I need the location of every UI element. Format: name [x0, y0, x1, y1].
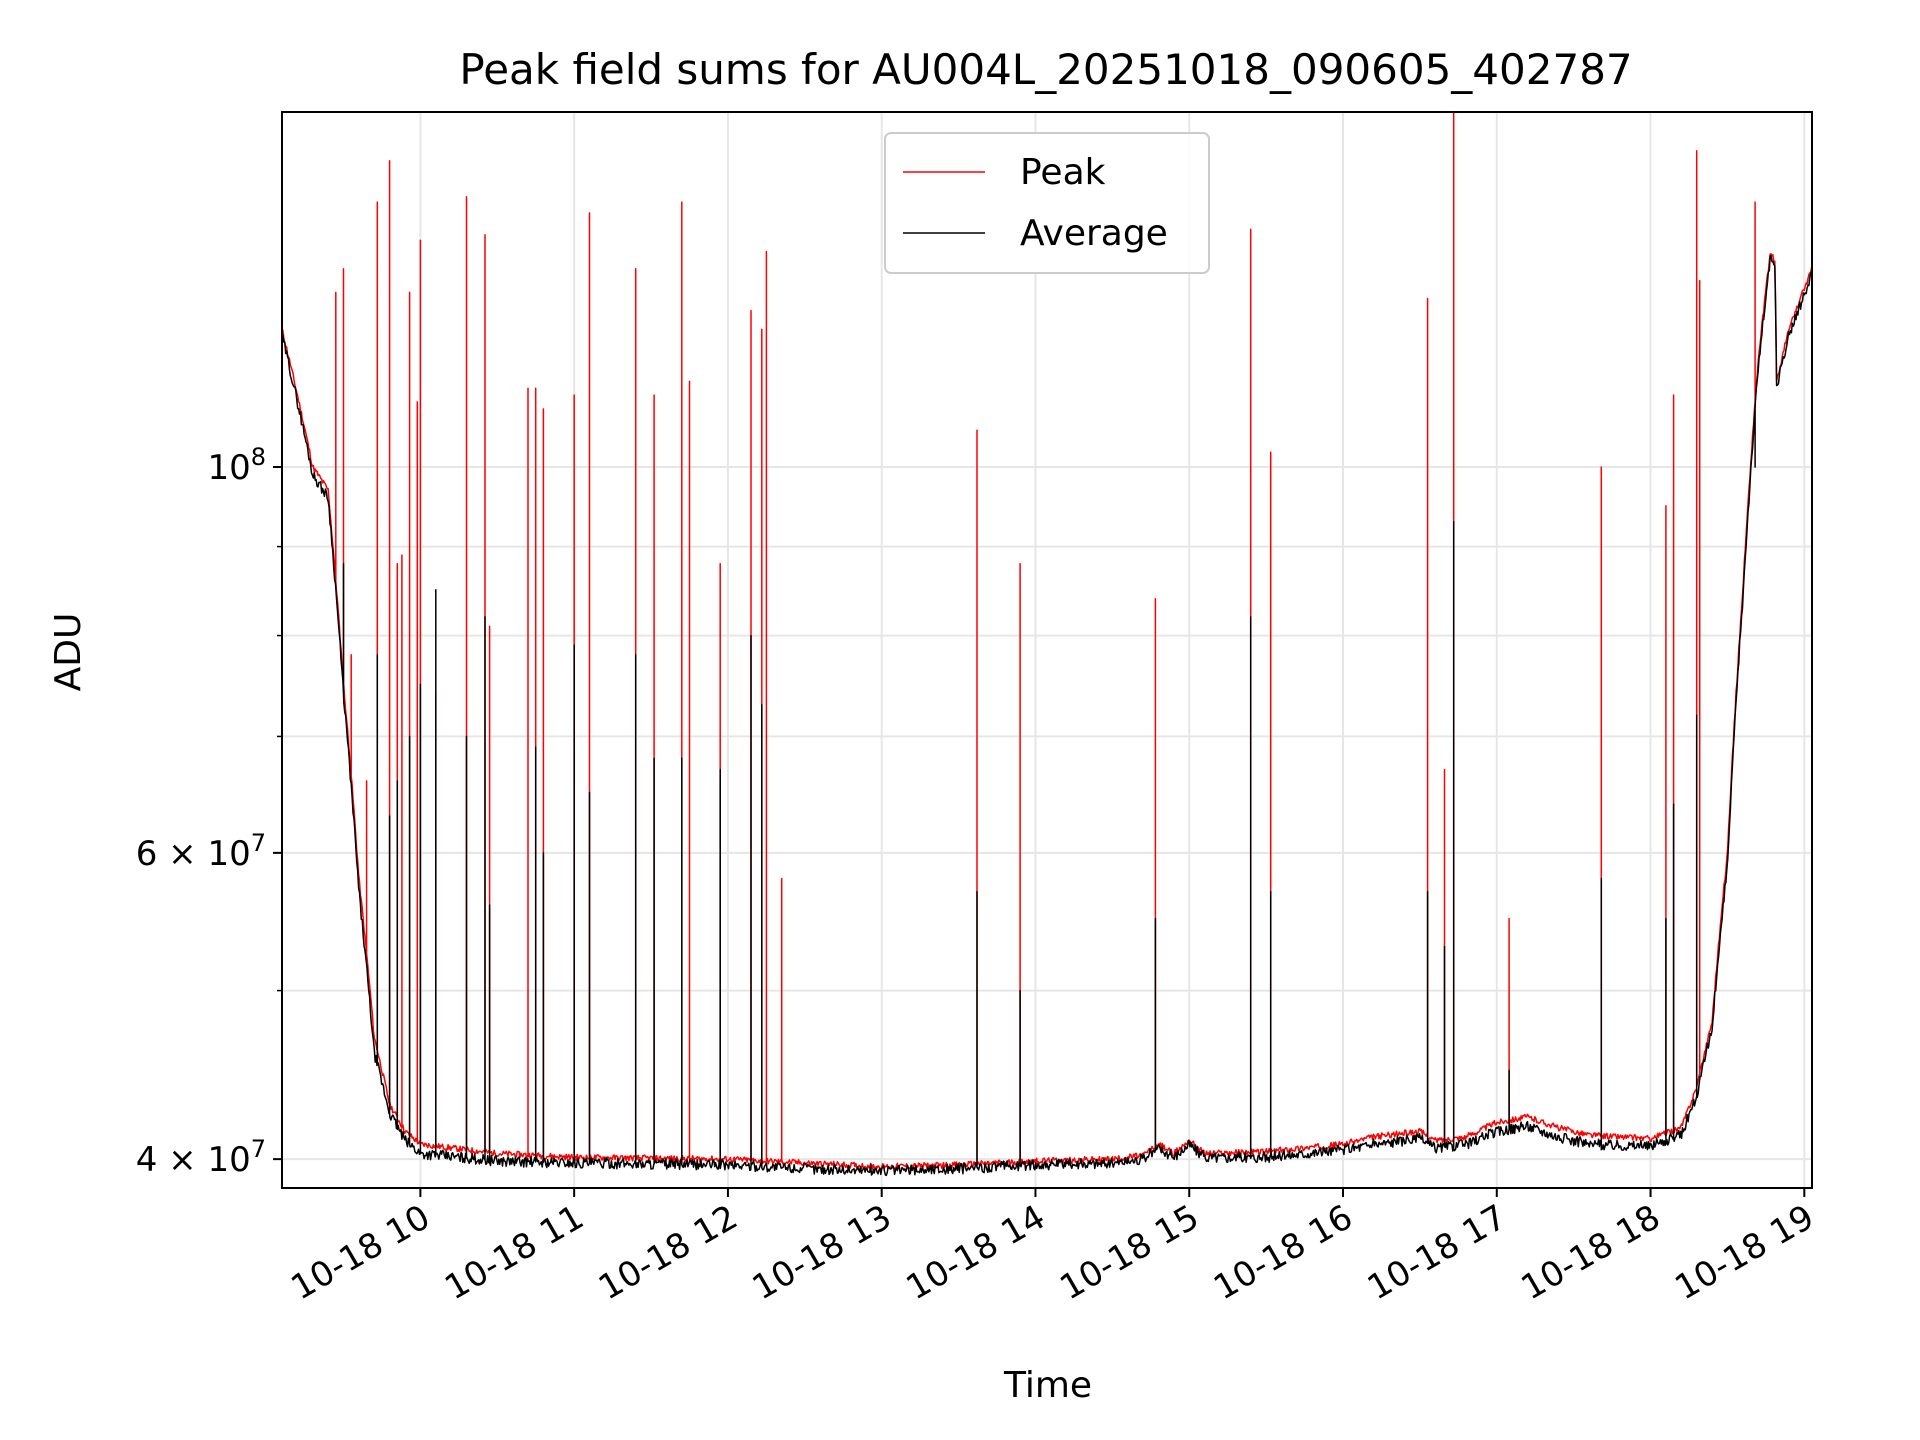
legend: Peak Average: [884, 132, 1210, 274]
y-axis-label: ADU: [48, 613, 89, 692]
y-tick-exponent: 8: [251, 443, 266, 471]
legend-average-label: Average: [1020, 213, 1168, 254]
legend-box: [884, 132, 1210, 274]
series-average: [281, 255, 1813, 1177]
y-tick-label: 6 × 107: [136, 829, 266, 874]
y-tick-label: 108: [207, 443, 266, 488]
x-axis-label: Time: [1003, 1365, 1092, 1406]
y-tick-mantissa: 10: [207, 448, 250, 488]
y-tick-mantissa: 6 × 10: [136, 834, 251, 874]
y-tick-exponent: 7: [251, 1135, 266, 1163]
legend-peak-label: Peak: [1020, 152, 1106, 193]
plot-frame: [281, 111, 1813, 1189]
chart-title: Peak field sums for AU004L_20251018_0906…: [459, 45, 1632, 94]
series-line-average: [281, 255, 1813, 1177]
y-tick-exponent: 7: [251, 829, 266, 857]
y-tick-mantissa: 4 × 10: [136, 1140, 251, 1180]
y-tick-label: 4 × 107: [136, 1135, 266, 1180]
